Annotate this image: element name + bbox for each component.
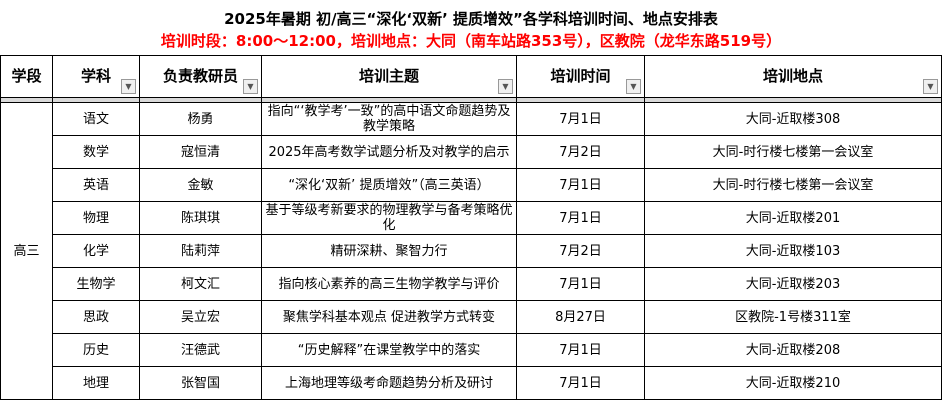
subject-cell[interactable]: 历史 <box>52 333 140 367</box>
header-stage: 学段 <box>0 55 53 98</box>
topic-cell[interactable]: 指向“‘教学考’一致”的高中语文命题趋势及教学策略 <box>261 102 517 136</box>
topic-cell[interactable]: 精研深耕、聚智力行 <box>261 234 517 268</box>
teacher-cell[interactable]: 杨勇 <box>139 102 262 136</box>
header-label: 培训地点 <box>762 67 823 85</box>
date-cell[interactable]: 7月1日 <box>516 366 645 400</box>
stage-cell[interactable]: 高三 <box>0 102 53 400</box>
teacher-cell[interactable]: 张智国 <box>139 366 262 400</box>
date-cell[interactable]: 7月1日 <box>516 168 645 202</box>
header-label: 培训时间 <box>550 67 611 85</box>
subject-cell[interactable]: 物理 <box>52 201 140 235</box>
table-row: 思政 吴立宏 聚焦学科基本观点 促进教学方式转变 8月27日 区教院-1号楼311室 <box>1 300 942 334</box>
date-cell[interactable]: 7月2日 <box>516 135 645 169</box>
place-cell[interactable]: 大同-近取楼210 <box>644 366 942 400</box>
teacher-cell[interactable]: 陈琪琪 <box>139 201 262 235</box>
topic-cell[interactable]: 上海地理等级考命题趋势分析及研讨 <box>261 366 517 400</box>
subject-cell[interactable]: 英语 <box>52 168 140 202</box>
header-topic: 培训主题 ▼ <box>261 55 517 98</box>
teacher-cell[interactable]: 寇恒清 <box>139 135 262 169</box>
date-cell[interactable]: 8月27日 <box>516 300 645 334</box>
table-row: 化学 陆莉萍 精研深耕、聚智力行 7月2日 大同-近取楼103 <box>1 234 942 268</box>
topic-cell[interactable]: 基于等级考新要求的物理教学与备考策略优化 <box>261 201 517 235</box>
topic-cell[interactable]: 2025年高考数学试题分析及对教学的启示 <box>261 135 517 169</box>
header-date: 培训时间 ▼ <box>516 55 645 98</box>
table-row: 英语 金敏 “深化‘双新’ 提质增效”（高三英语） 7月1日 大同-时行楼七楼第一会议室 <box>1 168 942 202</box>
subject-cell[interactable]: 思政 <box>52 300 140 334</box>
filter-dropdown-icon[interactable]: ▼ <box>498 79 513 94</box>
filter-dropdown-icon[interactable]: ▼ <box>121 79 136 94</box>
subject-cell[interactable]: 化学 <box>52 234 140 268</box>
place-cell[interactable]: 大同-时行楼七楼第一会议室 <box>644 135 942 169</box>
place-cell[interactable]: 大同-近取楼203 <box>644 267 942 301</box>
date-cell[interactable]: 7月1日 <box>516 201 645 235</box>
subject-cell[interactable]: 地理 <box>52 366 140 400</box>
place-cell[interactable]: 大同-时行楼七楼第一会议室 <box>644 168 942 202</box>
subject-cell[interactable]: 语文 <box>52 102 140 136</box>
topic-cell[interactable]: “历史解释”在课堂教学中的落实 <box>261 333 517 367</box>
topic-cell[interactable]: “深化‘双新’ 提质增效”（高三英语） <box>261 168 517 202</box>
topic-cell[interactable]: 聚焦学科基本观点 促进教学方式转变 <box>261 300 517 334</box>
table-row: 数学 寇恒清 2025年高考数学试题分析及对教学的启示 7月2日 大同-时行楼七楼第一会… <box>1 135 942 169</box>
table-row: 高三 语文 杨勇 指向“‘教学考’一致”的高中语文命题趋势及教学策略 7月1日 大同-近取… <box>0 102 942 400</box>
table-row: 历史 汪德武 “历史解释”在课堂教学中的落实 7月1日 大同-近取楼208 <box>1 333 942 367</box>
header-label: 培训主题 <box>358 67 419 85</box>
table-row: 物理 陈琪琪 基于等级考新要求的物理教学与备考策略优化 7月1日 大同-近取楼201 <box>1 201 942 235</box>
header-place: 培训地点 ▼ <box>644 55 942 98</box>
sheet-subtitle: 培训时段：8:00～12:00，培训地点：大同（南车站路353号），区教院（龙华… <box>160 32 782 50</box>
header-label: 学科 <box>80 67 111 85</box>
teacher-cell[interactable]: 汪德武 <box>139 333 262 367</box>
subject-cell[interactable]: 数学 <box>52 135 140 169</box>
teacher-cell[interactable]: 柯文汇 <box>139 267 262 301</box>
place-cell[interactable]: 大同-近取楼208 <box>644 333 942 367</box>
date-cell[interactable]: 7月1日 <box>516 102 645 136</box>
teacher-cell[interactable]: 金敏 <box>139 168 262 202</box>
teacher-cell[interactable]: 吴立宏 <box>139 300 262 334</box>
header-teacher: 负责教研员 ▼ <box>139 55 262 98</box>
header-label: 负责教研员 <box>162 67 238 85</box>
filter-dropdown-icon[interactable]: ▼ <box>626 79 641 94</box>
header-label: 学段 <box>11 67 42 85</box>
place-cell[interactable]: 大同-近取楼201 <box>644 201 942 235</box>
filter-dropdown-icon[interactable]: ▼ <box>923 79 938 94</box>
topic-cell[interactable]: 指向核心素养的高三生物学教学与评价 <box>261 267 517 301</box>
table-row: 生物学 柯文汇 指向核心素养的高三生物学教学与评价 7月1日 大同-近取楼203 <box>1 267 942 301</box>
sheet-title: 2025年暑期 初/高三“深化‘双新’ 提质增效”各学科培训时间、地点安排表 <box>224 10 718 28</box>
date-cell[interactable]: 7月1日 <box>516 333 645 367</box>
date-cell[interactable]: 7月2日 <box>516 234 645 268</box>
schedule-table: 学段 学科 ▼ 负责教研员 ▼ 培训主题 ▼ 培训时间 ▼ 培训地点 ▼ 高三 语文 杨勇 指向… <box>0 55 942 400</box>
date-cell[interactable]: 7月1日 <box>516 267 645 301</box>
header-subject: 学科 ▼ <box>52 55 140 98</box>
place-cell[interactable]: 区教院-1号楼311室 <box>644 300 942 334</box>
place-cell[interactable]: 大同-近取楼103 <box>644 234 942 268</box>
subject-cell[interactable]: 生物学 <box>52 267 140 301</box>
filter-dropdown-icon[interactable]: ▼ <box>243 79 258 94</box>
teacher-cell[interactable]: 陆莉萍 <box>139 234 262 268</box>
place-cell[interactable]: 大同-近取楼308 <box>644 102 942 136</box>
header-row: 学段 学科 ▼ 负责教研员 ▼ 培训主题 ▼ 培训时间 ▼ 培训地点 ▼ <box>0 55 942 98</box>
table-row: 地理 张智国 上海地理等级考命题趋势分析及研讨 7月1日 大同-近取楼210 <box>1 366 942 400</box>
